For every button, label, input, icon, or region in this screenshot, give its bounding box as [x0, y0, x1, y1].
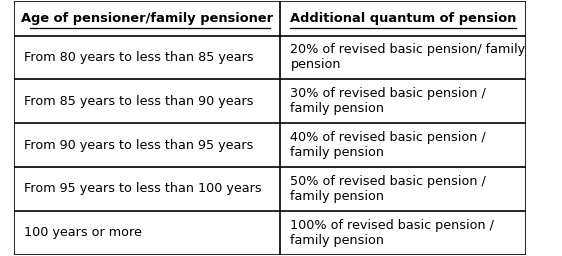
Text: 40% of revised basic pension /
family pension: 40% of revised basic pension / family pe… — [291, 131, 486, 159]
Text: Additional quantum of pension: Additional quantum of pension — [290, 12, 516, 25]
Text: 30% of revised basic pension /
family pension: 30% of revised basic pension / family pe… — [291, 87, 486, 115]
Text: From 85 years to less than 90 years: From 85 years to less than 90 years — [24, 95, 254, 108]
Text: 50% of revised basic pension /
family pension: 50% of revised basic pension / family pe… — [291, 175, 486, 203]
Text: 100 years or more: 100 years or more — [24, 226, 142, 239]
Text: 100% of revised basic pension /
family pension: 100% of revised basic pension / family p… — [291, 219, 495, 247]
Text: From 90 years to less than 95 years: From 90 years to less than 95 years — [24, 138, 254, 152]
Text: 20% of revised basic pension/ family
pension: 20% of revised basic pension/ family pen… — [291, 44, 525, 71]
Text: From 80 years to less than 85 years: From 80 years to less than 85 years — [24, 51, 254, 64]
Text: From 95 years to less than 100 years: From 95 years to less than 100 years — [24, 182, 262, 195]
Text: Age of pensioner/family pensioner: Age of pensioner/family pensioner — [21, 12, 273, 25]
